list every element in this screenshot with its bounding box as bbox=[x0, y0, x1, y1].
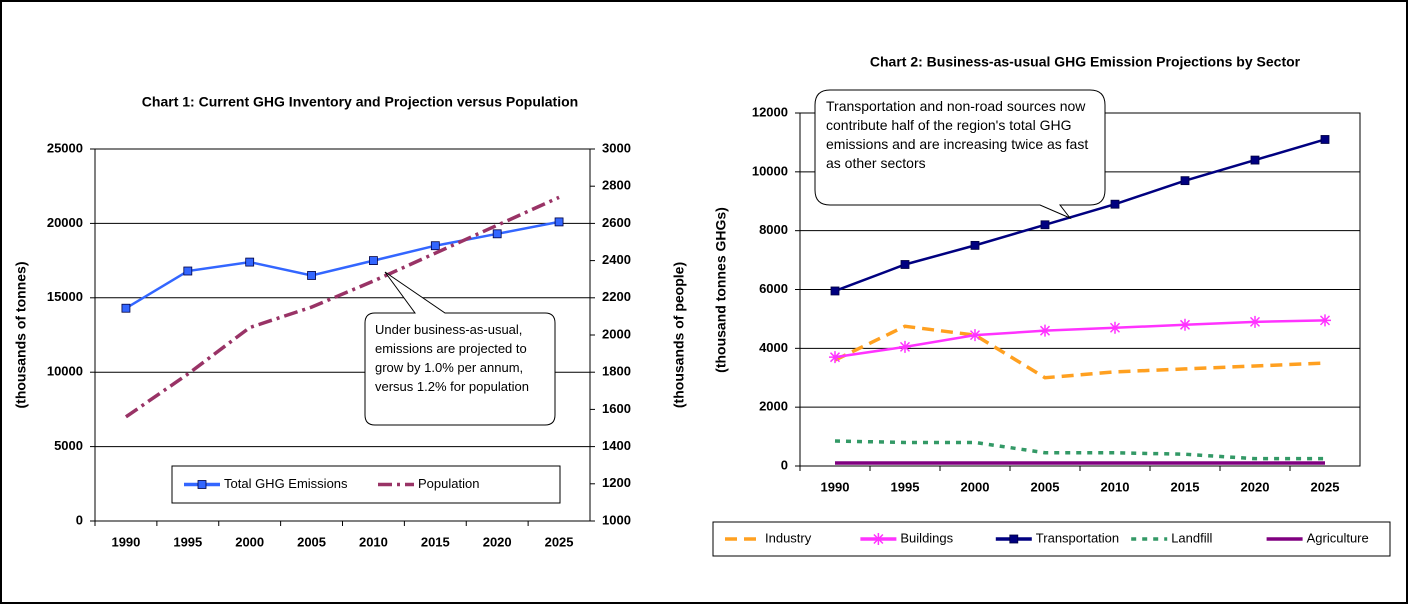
marker bbox=[430, 241, 440, 251]
marker bbox=[121, 303, 131, 313]
x-tick-label: 2005 bbox=[1031, 479, 1060, 494]
legend-label: Landfill bbox=[1171, 530, 1212, 545]
marker bbox=[554, 217, 564, 227]
x-tick-label: 1990 bbox=[821, 479, 850, 494]
y2-tick-label: 1400 bbox=[602, 438, 631, 453]
x-tick-label: 2020 bbox=[1241, 479, 1270, 494]
y-tick-label: 5000 bbox=[54, 438, 83, 453]
x-tick-label: 2000 bbox=[961, 479, 990, 494]
legend-box bbox=[712, 521, 1391, 557]
marker bbox=[1110, 199, 1120, 209]
legend-label: Buildings bbox=[900, 530, 953, 545]
series-line bbox=[125, 220, 560, 310]
y-tick-label: 0 bbox=[76, 512, 83, 527]
y2-tick-label: 2000 bbox=[602, 326, 631, 341]
series-line bbox=[834, 324, 1326, 380]
marker bbox=[1250, 155, 1260, 165]
marker bbox=[245, 257, 255, 267]
y2-tick-label: 1800 bbox=[602, 364, 631, 379]
y-axis-label: (thousand tonnes GHGs) bbox=[713, 207, 729, 373]
x-tick-label: 1995 bbox=[173, 534, 202, 549]
y-tick-label: 12000 bbox=[752, 104, 788, 119]
marker bbox=[197, 480, 207, 489]
marker bbox=[1009, 534, 1019, 544]
marker bbox=[970, 240, 980, 250]
annotation: Transportation and non-road sources now … bbox=[826, 98, 1089, 171]
marker bbox=[492, 229, 502, 239]
legend-box bbox=[171, 465, 561, 504]
x-tick-label: 2025 bbox=[545, 534, 574, 549]
y-tick-label: 25000 bbox=[47, 140, 83, 155]
marker bbox=[1319, 314, 1331, 327]
chart-title: Chart 2: Business-as-usual GHG Emission … bbox=[870, 54, 1301, 70]
x-tick-label: 2025 bbox=[1311, 479, 1340, 494]
y-tick-label: 8000 bbox=[759, 222, 788, 237]
marker bbox=[1320, 135, 1330, 144]
legend-label: Industry bbox=[765, 530, 812, 545]
legend-label: Transportation bbox=[1036, 530, 1119, 545]
marker bbox=[829, 351, 841, 364]
annotation: Under business-as-usual, emissions are p… bbox=[375, 322, 529, 394]
y2-axis-label: (thousands of people) bbox=[671, 262, 687, 408]
callout bbox=[364, 271, 556, 426]
marker bbox=[369, 256, 378, 266]
x-tick-label: 1995 bbox=[891, 479, 920, 494]
y-tick-label: 0 bbox=[781, 457, 788, 472]
marker bbox=[1109, 321, 1121, 334]
y2-tick-label: 2200 bbox=[602, 289, 631, 304]
x-tick-label: 2015 bbox=[1171, 479, 1200, 494]
marker bbox=[899, 340, 911, 353]
y2-tick-label: 2600 bbox=[602, 215, 631, 230]
marker bbox=[872, 533, 885, 545]
marker bbox=[1179, 318, 1191, 331]
marker bbox=[1039, 324, 1051, 337]
chart-title: Chart 1: Current GHG Inventory and Proje… bbox=[142, 94, 578, 110]
series-line bbox=[834, 319, 1326, 359]
marks: 0500010000150002000025000100012001400160… bbox=[47, 104, 1391, 557]
y-axis-label: (thousands of tonnes) bbox=[13, 262, 29, 409]
marker bbox=[900, 260, 910, 269]
marker bbox=[1249, 315, 1261, 328]
y-tick-label: 20000 bbox=[47, 215, 83, 230]
marker bbox=[307, 271, 316, 280]
series-line bbox=[834, 138, 1326, 293]
y2-tick-label: 1200 bbox=[602, 475, 631, 490]
y2-tick-label: 1000 bbox=[602, 512, 631, 527]
x-tick-label: 2005 bbox=[297, 534, 326, 549]
y2-tick-label: 2800 bbox=[602, 178, 631, 193]
x-tick-label: 2000 bbox=[235, 534, 264, 549]
x-tick-label: 2010 bbox=[1101, 479, 1130, 494]
legend-label: Agriculture bbox=[1307, 530, 1369, 545]
marker bbox=[830, 286, 840, 296]
x-tick-label: 2015 bbox=[421, 534, 450, 549]
y2-tick-label: 3000 bbox=[602, 140, 631, 155]
y2-tick-label: 2400 bbox=[602, 252, 631, 267]
y-tick-label: 6000 bbox=[759, 281, 788, 296]
y-tick-label: 10000 bbox=[752, 163, 788, 178]
marker bbox=[969, 329, 981, 342]
y-tick-label: 2000 bbox=[759, 399, 788, 414]
marker bbox=[183, 266, 193, 276]
series-line bbox=[124, 195, 560, 419]
x-tick-label: 2020 bbox=[483, 534, 512, 549]
legend-label: Population bbox=[418, 476, 479, 491]
y-tick-label: 15000 bbox=[47, 289, 83, 304]
x-tick-label: 2010 bbox=[359, 534, 388, 549]
x-tick-label: 1990 bbox=[111, 534, 140, 549]
legend-label: Total GHG Emissions bbox=[224, 476, 348, 491]
marker bbox=[1180, 176, 1190, 186]
callout bbox=[814, 89, 1106, 220]
y2-tick-label: 1600 bbox=[602, 401, 631, 416]
y-tick-label: 10000 bbox=[47, 364, 83, 379]
marker bbox=[1040, 220, 1050, 230]
series-line bbox=[834, 439, 1325, 461]
y-tick-label: 4000 bbox=[759, 340, 788, 355]
